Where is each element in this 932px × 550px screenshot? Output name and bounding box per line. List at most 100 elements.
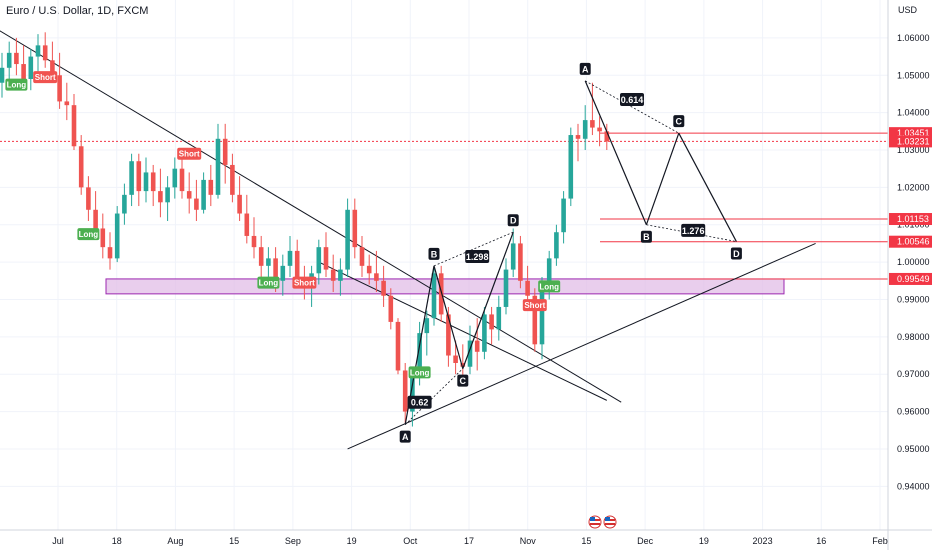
trendline[interactable]	[0, 19, 622, 403]
pattern-point-box	[507, 214, 519, 227]
candle-body	[172, 168, 178, 188]
y-tick-label: 0.94000	[897, 481, 930, 491]
candle-body	[186, 191, 192, 199]
pattern-leg[interactable]	[645, 132, 680, 225]
candle-body	[582, 120, 588, 139]
pattern-point-box	[673, 115, 685, 128]
pattern-leg[interactable]	[462, 232, 514, 369]
pattern-point-label: B	[431, 249, 438, 259]
candle-body	[100, 228, 106, 248]
grid-layer	[0, 0, 888, 530]
candle-body	[114, 213, 120, 259]
price-tag	[889, 272, 932, 285]
candle-body	[546, 258, 552, 285]
short-signal-tag	[177, 147, 202, 160]
pattern-point-label: D	[733, 249, 740, 259]
ratio-label: 1.298	[466, 252, 489, 262]
pattern-leg[interactable]	[404, 368, 464, 425]
ratio-box	[681, 223, 706, 237]
candle-body	[496, 306, 502, 330]
candle-body	[388, 295, 394, 322]
y-tick-label: 1.03000	[897, 145, 930, 155]
x-tick-label: 17	[464, 536, 474, 546]
pattern-leg[interactable]	[584, 80, 647, 225]
candle-body	[323, 247, 329, 270]
candle-body	[474, 340, 480, 352]
candle-body	[208, 179, 214, 195]
pattern-leg[interactable]	[585, 80, 679, 134]
pattern-point-box	[579, 62, 591, 75]
candle-body	[280, 265, 286, 281]
long-signal-label: Long	[79, 230, 99, 239]
y-tick-label: 0.97000	[897, 369, 930, 379]
x-tick-label: Oct	[403, 536, 418, 546]
candle-body	[431, 273, 437, 319]
price-tag	[889, 213, 932, 226]
long-signal-tag	[5, 78, 28, 91]
pattern-point-label: C	[676, 117, 683, 127]
demand-zone[interactable]	[105, 278, 785, 295]
price-tag-label: 0.99549	[897, 274, 930, 284]
demand-zone-layer	[105, 278, 785, 295]
candle-body	[215, 138, 221, 195]
long-signal-tag	[408, 366, 431, 379]
candle-body	[237, 194, 242, 214]
pattern-point-label: A	[402, 432, 409, 442]
candle-body	[482, 314, 487, 352]
candle-body	[165, 187, 170, 203]
event-flags[interactable]	[588, 515, 617, 529]
x-tick-label: Feb	[872, 536, 888, 546]
candle-body	[338, 269, 343, 281]
candle-body	[266, 258, 271, 266]
x-tick-label: Nov	[520, 536, 537, 546]
candle-body	[230, 164, 235, 195]
trendline[interactable]	[318, 261, 608, 401]
candle-body	[561, 198, 566, 233]
candle-body	[194, 198, 199, 210]
candle-body	[374, 273, 379, 281]
pattern-leg[interactable]	[433, 265, 464, 369]
pattern-point-label: C	[460, 376, 467, 386]
pattern-leg[interactable]	[678, 132, 737, 242]
x-tick-label: Sep	[285, 536, 301, 546]
long-signal-label: Long	[7, 81, 27, 90]
pattern-point-label: B	[643, 232, 650, 242]
pattern-point-label: A	[582, 64, 589, 74]
candle-body	[136, 161, 142, 192]
candle-body	[489, 314, 494, 330]
y-tick-label: 0.96000	[897, 407, 930, 417]
signals-layer: Long Short Long Short Long Short Long Short Long	[5, 71, 561, 379]
pattern-point-label: D	[510, 216, 517, 226]
x-tick-label: 19	[347, 536, 357, 546]
x-tick-label: 15	[581, 536, 591, 546]
x-tick-label: 19	[699, 536, 709, 546]
candle-body	[352, 209, 358, 248]
price-tag	[889, 235, 932, 248]
short-signal-tag	[292, 276, 317, 289]
y-tick-label: 1.00000	[897, 257, 930, 267]
candle-body	[6, 52, 12, 68]
trendline[interactable]	[347, 242, 816, 450]
x-tick-label: Aug	[167, 536, 183, 546]
candle-body	[532, 295, 538, 345]
candle-body	[366, 265, 372, 274]
long-signal-tag	[538, 280, 561, 293]
short-signal-label: Short	[524, 301, 545, 310]
y-tick-label: 1.04000	[897, 108, 930, 118]
y-tick-label: 0.95000	[897, 444, 930, 454]
x-tick-label: 18	[112, 536, 122, 546]
ratio-box	[465, 250, 490, 263]
pattern-point-box	[399, 430, 411, 443]
ratio-label: 1.276	[682, 226, 705, 236]
candle-body	[179, 168, 185, 192]
candle-body	[122, 194, 127, 214]
short-signal-label: Short	[35, 73, 56, 82]
candle-body	[42, 45, 48, 61]
short-signal-label: Short	[179, 150, 200, 159]
candle-body	[143, 172, 149, 192]
y-tick-label: 0.98000	[897, 332, 930, 342]
candle-body	[438, 273, 444, 315]
candle-body	[518, 243, 523, 281]
